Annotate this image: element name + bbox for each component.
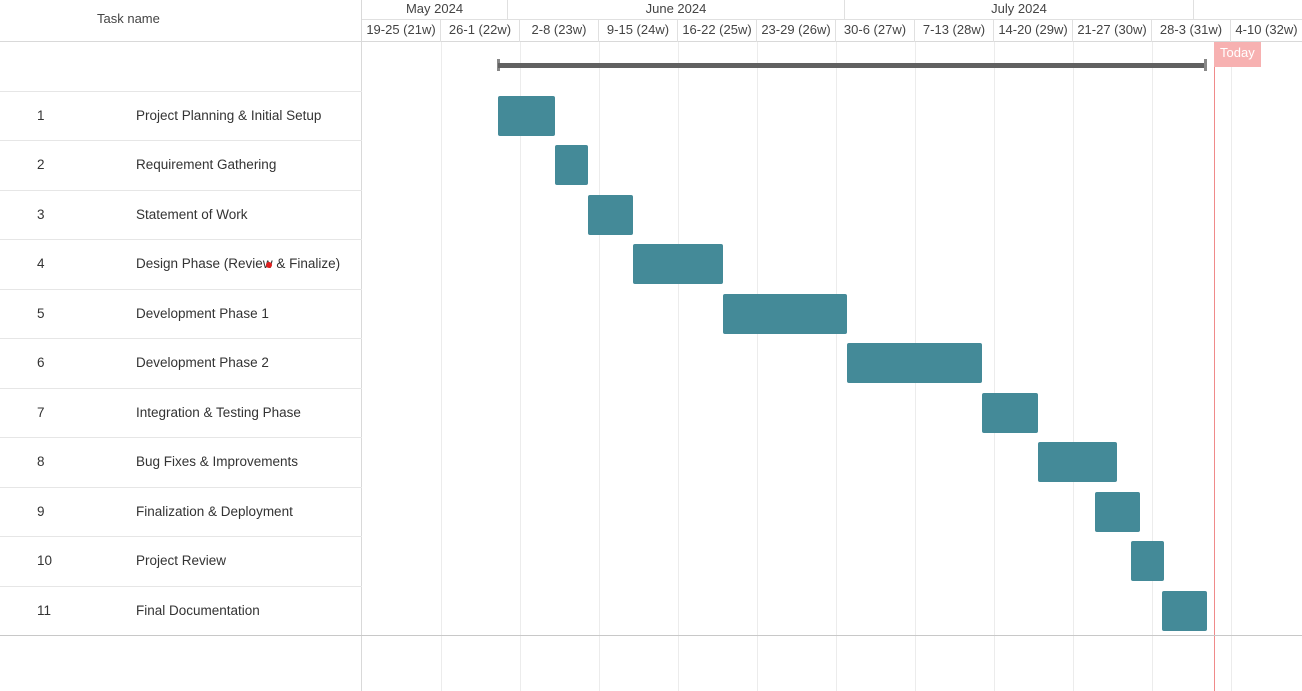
gantt-timeline[interactable]: May 2024 June 2024 July 2024 19-25 (21w)… [362, 0, 1302, 691]
week-cell: 26-1 (22w) [441, 20, 520, 42]
task-name[interactable]: Final Documentation [136, 602, 260, 618]
task-row[interactable]: 8 Bug Fixes & Improvements [0, 438, 362, 488]
task-number: 8 [37, 454, 45, 469]
task-bar[interactable] [982, 393, 1038, 433]
week-cell: 9-15 (24w) [599, 20, 678, 42]
task-number: 4 [37, 256, 45, 271]
task-number: 9 [37, 503, 45, 519]
summary-row[interactable] [0, 42, 362, 92]
task-name[interactable]: Requirement Gathering [136, 157, 277, 172]
week-cell: 4-10 (32w) [1235, 22, 1298, 37]
task-row[interactable]: 9 Finalization & Deployment [0, 488, 362, 537]
month-cell: June 2024 [508, 0, 845, 20]
task-name[interactable]: Design Phase (Review & Finalize) [136, 256, 341, 271]
grid-header: Task name [0, 0, 362, 42]
grid-line [1231, 42, 1232, 691]
task-row[interactable]: 7 Integration & Testing Phase [0, 389, 362, 438]
task-bar[interactable] [1038, 442, 1117, 482]
task-bar[interactable] [633, 244, 723, 284]
summary-bar[interactable] [498, 63, 1206, 68]
task-name[interactable]: Project Review [136, 553, 227, 568]
week-cell: 14-20 (29w) [994, 20, 1073, 42]
week-cell: 19-25 (21w) [362, 20, 441, 42]
task-row[interactable]: 1 Project Planning & Initial Setup [0, 92, 362, 141]
grid-bottom-border [0, 635, 1302, 636]
month-cell: May 2024 [362, 0, 508, 20]
task-row[interactable]: 6 Development Phase 2 [0, 339, 362, 389]
task-number: 6 [37, 355, 45, 370]
grid-line [836, 42, 837, 691]
task-number: 7 [37, 404, 45, 420]
task-name[interactable]: Development Phase 1 [136, 305, 269, 321]
task-row[interactable]: 3 Statement of Work [0, 191, 362, 240]
week-cell: 16-22 (25w) [678, 20, 757, 42]
task-bar[interactable] [1162, 591, 1207, 631]
task-row[interactable]: 11 Final Documentation [0, 587, 362, 637]
task-row[interactable]: 4 Design Phase (Review & Finalize) [0, 240, 362, 290]
task-number: 5 [37, 305, 45, 321]
task-bar[interactable] [1131, 541, 1164, 581]
month-cell [1194, 0, 1302, 20]
grid-line [1073, 42, 1074, 691]
task-name[interactable]: Development Phase 2 [136, 355, 269, 370]
task-bar[interactable] [1095, 492, 1140, 532]
task-bar[interactable] [588, 195, 633, 235]
week-cell: 2-8 (23w) [520, 20, 599, 42]
task-name[interactable]: Finalization & Deployment [136, 503, 293, 519]
task-row[interactable]: 2 Requirement Gathering [0, 141, 362, 191]
task-row[interactable]: 5 Development Phase 1 [0, 290, 362, 339]
grid-line [757, 42, 758, 691]
task-number: 1 [37, 107, 45, 123]
month-cell: July 2024 [845, 0, 1194, 20]
task-name[interactable]: Statement of Work [136, 206, 248, 222]
grid-line [994, 42, 995, 691]
task-number: 3 [37, 206, 45, 222]
task-name[interactable]: Integration & Testing Phase [136, 404, 301, 420]
task-bar[interactable] [847, 343, 982, 383]
task-bar[interactable] [723, 294, 847, 334]
task-number: 11 [37, 602, 52, 618]
today-marker-line [1214, 42, 1215, 691]
cursor-dot [266, 262, 272, 268]
grid-line [599, 42, 600, 691]
column-header-task-name[interactable]: Task name [97, 11, 160, 26]
grid-line [441, 42, 442, 691]
task-name[interactable]: Bug Fixes & Improvements [136, 454, 299, 469]
week-cell: 28-3 (31w) [1152, 20, 1231, 42]
week-cell: 21-27 (30w) [1073, 20, 1152, 42]
grid-line [1152, 42, 1153, 691]
grid-line [520, 42, 521, 691]
month-scale: May 2024 June 2024 July 2024 [362, 0, 1302, 20]
summary-bar-end[interactable] [1204, 59, 1207, 71]
task-bar[interactable] [555, 145, 588, 185]
week-cell: 7-13 (28w) [915, 20, 994, 42]
task-name[interactable]: Project Planning & Initial Setup [136, 107, 322, 123]
task-grid: Task name 1 Project Planning & Initial S… [0, 0, 362, 691]
task-number: 10 [37, 553, 53, 568]
task-number: 2 [37, 157, 45, 172]
week-cell: 23-29 (26w) [757, 20, 836, 42]
today-marker-label: Today [1214, 42, 1261, 67]
grid-line [678, 42, 679, 691]
task-bar[interactable] [498, 96, 555, 136]
week-scale: 19-25 (21w) 26-1 (22w) 2-8 (23w) 9-15 (2… [362, 20, 1302, 42]
task-row[interactable]: 10 Project Review [0, 537, 362, 587]
week-cell: 30-6 (27w) [836, 20, 915, 42]
